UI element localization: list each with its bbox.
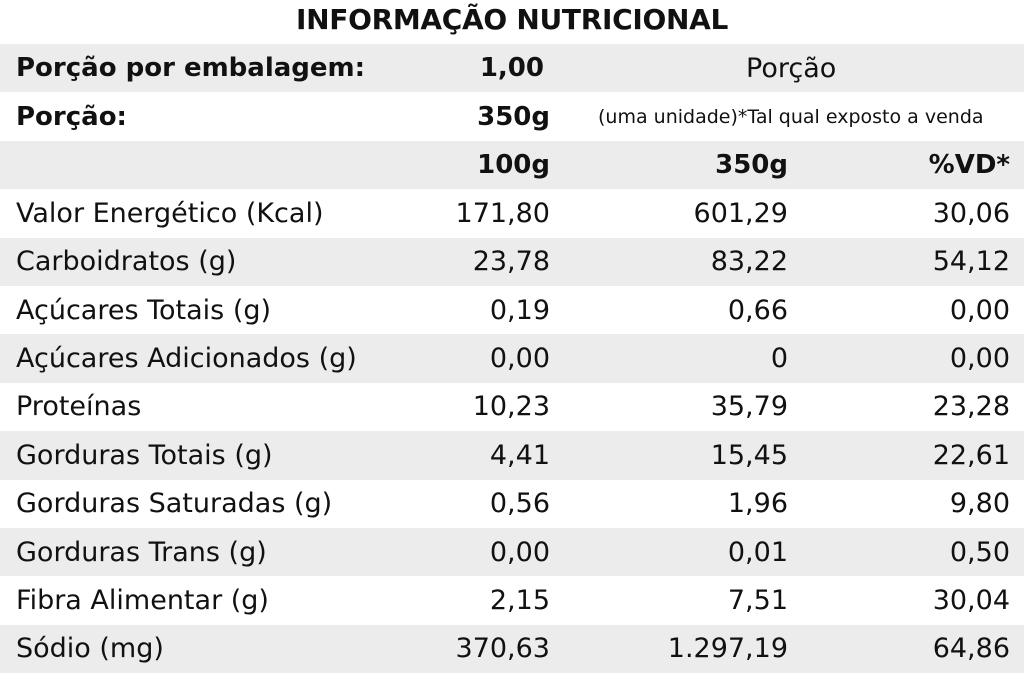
nutrient-per-100g: 0,19	[489, 294, 550, 326]
nutrient-per-350g: 15,45	[710, 439, 788, 471]
serving-size-value: 350g	[477, 101, 550, 132]
nutrient-per-100g: 370,63	[455, 633, 550, 665]
nutrient-vd: 30,06	[932, 197, 1010, 229]
nutrient-name: Açúcares Totais (g)	[16, 294, 272, 326]
porcao-column-title: Porção	[746, 52, 837, 84]
nutrient-per-100g: 0,00	[489, 536, 550, 568]
nutrient-vd: 23,28	[932, 391, 1010, 423]
nutrient-per-350g: 1.297,19	[667, 633, 788, 665]
nutrient-rows: Valor Energético (Kcal) 171,80 601,29 30…	[0, 189, 1024, 673]
nutrient-per-100g: 23,78	[472, 246, 550, 278]
table-row: Açúcares Totais (g) 0,19 0,66 0,00	[0, 286, 1024, 334]
table-row: Sódio (mg) 370,63 1.297,19 64,86	[0, 624, 1024, 673]
nutrient-name: Gorduras Saturadas (g)	[16, 488, 333, 520]
column-header-vd: %VD*	[928, 149, 1010, 180]
nutrient-per-100g: 2,15	[489, 584, 550, 616]
nutrient-per-100g: 10,23	[472, 391, 550, 423]
nutrient-vd: 9,80	[949, 488, 1010, 520]
serving-size-note: (uma unidade)*Tal qual exposto a venda	[598, 105, 984, 128]
table-row: Proteínas 10,23 35,79 23,28	[0, 383, 1024, 431]
nutrient-per-350g: 35,79	[710, 391, 788, 423]
nutrient-per-350g: 0,66	[727, 294, 788, 326]
nutrient-name: Carboidratos (g)	[16, 246, 237, 278]
nutrient-vd: 0,00	[949, 294, 1010, 326]
nutrient-name: Sódio (mg)	[16, 633, 164, 665]
nutrient-per-100g: 171,80	[455, 197, 550, 229]
nutrient-per-350g: 601,29	[693, 197, 788, 229]
table-row: Gorduras Trans (g) 0,00 0,01 0,50	[0, 527, 1024, 577]
nutrient-per-350g: 0	[770, 343, 788, 375]
nutrient-vd: 22,61	[932, 439, 1010, 471]
nutrient-vd: 0,50	[949, 536, 1010, 568]
column-header-row: 100g 350g %VD*	[0, 140, 1024, 190]
nutrient-per-100g: 4,41	[489, 439, 550, 471]
column-header-350g: 350g	[715, 149, 788, 180]
nutrient-vd: 30,04	[932, 584, 1010, 616]
table-row: Carboidratos (g) 23,78 83,22 54,12	[0, 237, 1024, 286]
nutrient-vd: 54,12	[932, 246, 1010, 278]
nutrient-per-350g: 83,22	[710, 246, 788, 278]
nutrient-name: Fibra Alimentar (g)	[16, 584, 269, 616]
nutrient-per-350g: 0,01	[727, 536, 788, 568]
servings-per-package-value: 1,00	[479, 53, 544, 84]
nutrient-per-100g: 0,56	[489, 488, 550, 520]
column-header-100g: 100g	[477, 149, 550, 180]
serving-size-row: Porção: 350g (uma unidade)*Tal qual expo…	[0, 92, 1024, 140]
table-row: Gorduras Totais (g) 4,41 15,45 22,61	[0, 431, 1024, 480]
serving-size-label: Porção:	[16, 101, 127, 132]
nutrient-name: Proteínas	[16, 391, 142, 423]
table-title: INFORMAÇÃO NUTRICIONAL	[295, 3, 728, 36]
table-row: Gorduras Saturadas (g) 0,56 1,96 9,80	[0, 480, 1024, 528]
table-row: Valor Energético (Kcal) 171,80 601,29 30…	[0, 189, 1024, 237]
nutrient-name: Valor Energético (Kcal)	[16, 197, 324, 229]
nutrient-name: Gorduras Trans (g)	[16, 536, 267, 568]
servings-per-package-row: Porção por embalagem: 1,00 Porção	[0, 44, 1024, 93]
nutrient-vd: 64,86	[932, 633, 1010, 665]
nutrient-name: Gorduras Totais (g)	[16, 439, 273, 471]
table-row: Fibra Alimentar (g) 2,15 7,51 30,04	[0, 576, 1024, 624]
table-row: Açúcares Adicionados (g) 0,00 0 0,00	[0, 334, 1024, 383]
nutrient-name: Açúcares Adicionados (g)	[16, 343, 357, 375]
nutrient-per-350g: 7,51	[727, 584, 788, 616]
nutrient-vd: 0,00	[949, 343, 1010, 375]
servings-per-package-label: Porção por embalagem:	[16, 53, 366, 84]
nutrient-per-100g: 0,00	[489, 343, 550, 375]
nutrient-per-350g: 1,96	[727, 488, 788, 520]
